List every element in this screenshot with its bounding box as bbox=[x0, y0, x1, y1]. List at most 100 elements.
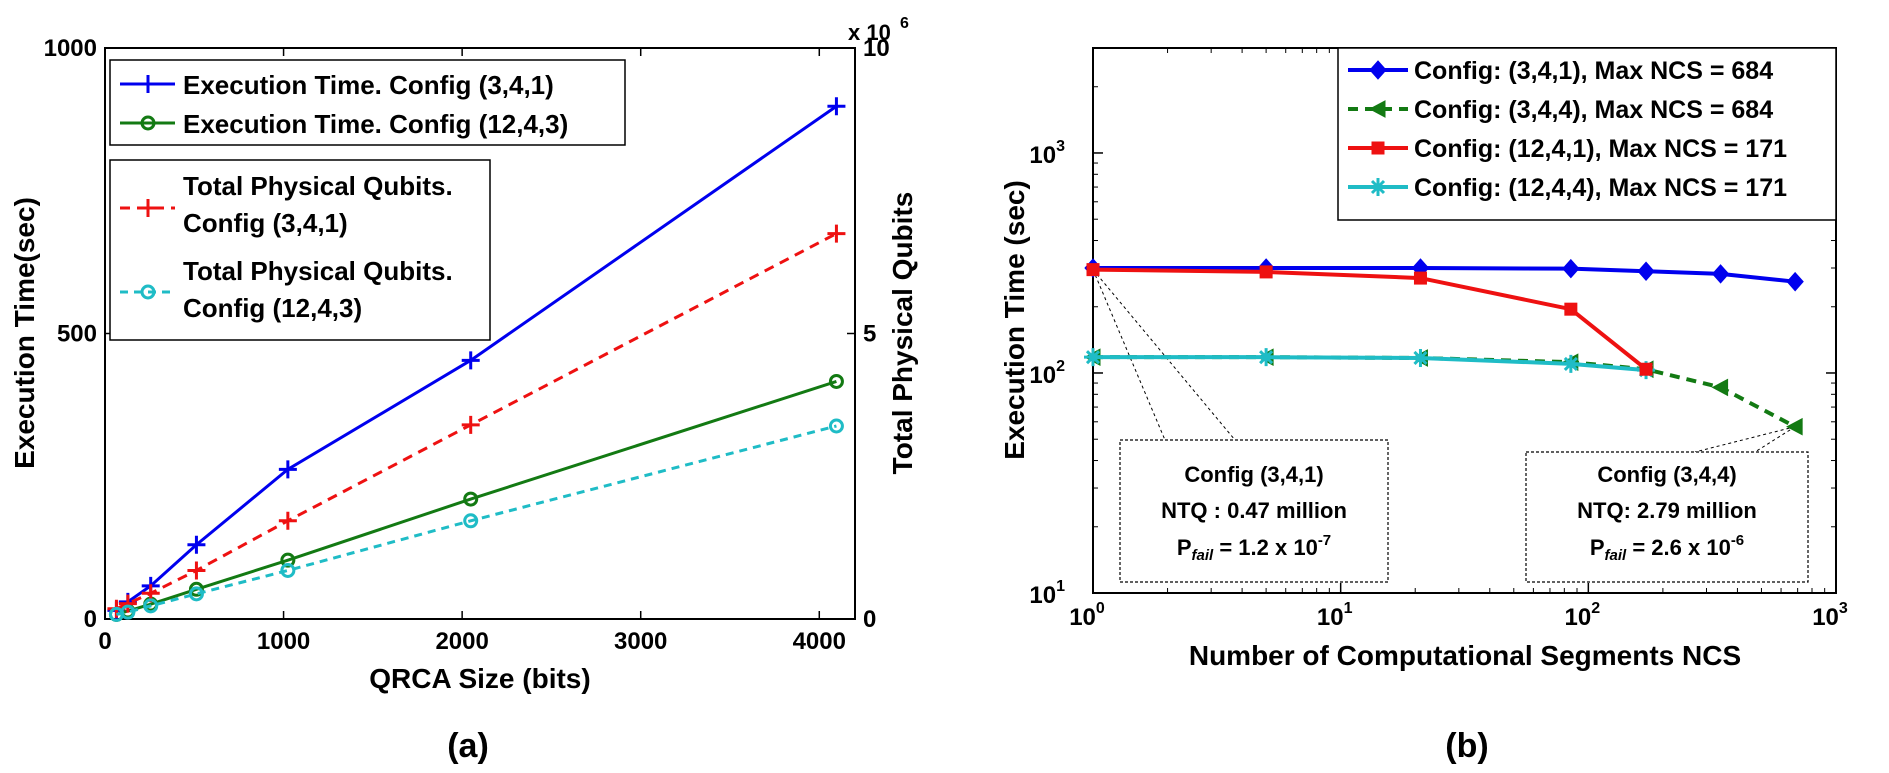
legend-label: Execution Time. Config (12,4,3) bbox=[183, 109, 568, 139]
x-tick-label: 100 bbox=[1069, 600, 1105, 631]
annotation-ntq: NTQ: 2.79 million bbox=[1577, 498, 1757, 523]
chart-b-legend: Config: (3,4,1), Max NCS = 684 Config: (3… bbox=[1337, 47, 1837, 221]
data-point bbox=[1084, 348, 1102, 367]
y-right-tick-label: 5 bbox=[863, 321, 876, 348]
data-point bbox=[1786, 417, 1803, 436]
annotation-pfail: Pfail = 2.6 x 10-6 bbox=[1590, 532, 1744, 564]
data-point bbox=[1711, 264, 1730, 284]
x-tick-label: 103 bbox=[1812, 600, 1848, 631]
legend-label: Config (3,4,1) bbox=[183, 208, 348, 238]
legend-label: Total Physical Qubits. bbox=[183, 256, 453, 286]
legend-plus-marker bbox=[139, 199, 157, 217]
chart-a-right-axis-exponent: 6 bbox=[900, 15, 909, 32]
legend-label: Config: (12,4,4), Max NCS = 171 bbox=[1414, 174, 1787, 202]
chart-a-legend-2: Total Physical Qubits. Config (3,4,1) To… bbox=[109, 159, 491, 341]
data-point bbox=[463, 513, 479, 529]
legend-label: Execution Time. Config (3,4,1) bbox=[183, 70, 554, 100]
y-tick-label: 101 bbox=[1029, 578, 1065, 609]
chart-a-xlabel: QRCA Size (bits) bbox=[369, 663, 590, 694]
annotation-config-341: Config (3,4,1) NTQ : 0.47 million Pfail … bbox=[1119, 439, 1389, 583]
legend-label: Config: (3,4,4), Max NCS = 684 bbox=[1414, 96, 1773, 124]
pfail-value: = 1.2 x 10 bbox=[1213, 535, 1318, 560]
data-point bbox=[188, 581, 204, 597]
annotation-box bbox=[1525, 451, 1809, 583]
pfail-sub: fail bbox=[1192, 547, 1215, 564]
data-point bbox=[1369, 178, 1387, 196]
pfail-value: = 2.6 x 10 bbox=[1626, 535, 1731, 560]
data-point bbox=[461, 415, 480, 434]
data-point bbox=[187, 535, 206, 554]
data-point bbox=[1786, 271, 1804, 292]
annotation-pfail: Pfail = 1.2 x 10-7 bbox=[1177, 532, 1331, 564]
data-point bbox=[1257, 348, 1276, 367]
data-point bbox=[1413, 271, 1427, 285]
data-point bbox=[828, 418, 844, 434]
y-tick-label: 103 bbox=[1029, 138, 1065, 169]
annotation-title: Config (3,4,1) bbox=[1184, 462, 1323, 487]
chart-a: 0 1000 2000 3000 4000 0 500 1000 0 5 10 x 10 6 Q… bbox=[9, 15, 918, 765]
y-tick-label: 1000 bbox=[44, 35, 97, 62]
y-tick-label: 500 bbox=[57, 321, 97, 348]
pfail-p: P bbox=[1177, 535, 1192, 560]
annotation-config-344: Config (3,4,4) NTQ: 2.79 million Pfail =… bbox=[1525, 451, 1809, 583]
data-point bbox=[1639, 362, 1653, 376]
data-point bbox=[1369, 60, 1387, 80]
data-point bbox=[1562, 258, 1580, 279]
chart-a-panel-label: (a) bbox=[447, 727, 489, 765]
data-point bbox=[120, 604, 136, 620]
pfail-p: P bbox=[1590, 535, 1605, 560]
annotation-leader bbox=[1754, 426, 1796, 453]
annotation-ntq: NTQ : 0.47 million bbox=[1161, 498, 1347, 523]
chart-b-legend-frame bbox=[1337, 47, 1837, 221]
series-line bbox=[116, 424, 837, 616]
data-point bbox=[1368, 100, 1386, 118]
legend-label: Config: (12,4,1), Max NCS = 171 bbox=[1414, 135, 1787, 163]
data-point bbox=[1371, 141, 1385, 155]
pfail-sub: fail bbox=[1605, 547, 1628, 564]
data-point bbox=[1561, 354, 1580, 373]
annotation-box bbox=[1119, 439, 1389, 583]
data-point bbox=[461, 351, 480, 370]
chart-a-ylabel-right: Total Physical Qubits bbox=[887, 192, 918, 475]
data-point bbox=[1711, 378, 1729, 397]
data-point bbox=[188, 586, 204, 602]
annotation-leader bbox=[1092, 269, 1166, 441]
data-point bbox=[827, 224, 846, 243]
data-point bbox=[1411, 348, 1430, 367]
pfail-exp: -6 bbox=[1731, 532, 1744, 549]
legend-circle-marker bbox=[140, 115, 156, 131]
y-tick-label: 102 bbox=[1029, 358, 1065, 389]
annotation-leader bbox=[1092, 269, 1236, 441]
annotation-title: Config (3,4,4) bbox=[1597, 462, 1736, 487]
data-point bbox=[1564, 302, 1578, 316]
pfail-exp: -7 bbox=[1318, 532, 1331, 549]
x-tick-label: 0 bbox=[98, 628, 111, 655]
x-tick-label: 1000 bbox=[257, 628, 310, 655]
x-tick-label: 3000 bbox=[614, 628, 667, 655]
data-point bbox=[278, 511, 297, 530]
chart-b-ylabel: Execution Time (sec) bbox=[999, 180, 1030, 460]
chart-a-legend-1-frame bbox=[109, 59, 626, 146]
y-right-tick-label: 10 bbox=[863, 35, 890, 62]
data-point bbox=[828, 373, 844, 389]
data-point bbox=[278, 460, 297, 479]
data-point bbox=[463, 491, 479, 507]
data-point bbox=[280, 552, 296, 568]
x-tick-label: 102 bbox=[1565, 600, 1601, 631]
data-point bbox=[1259, 265, 1273, 279]
legend-label: Total Physical Qubits. bbox=[183, 171, 453, 201]
legend-circle-marker bbox=[140, 284, 156, 300]
x-tick-label: 101 bbox=[1317, 600, 1353, 631]
legend-label: Config: (3,4,1), Max NCS = 684 bbox=[1414, 57, 1773, 85]
y-tick-label: 0 bbox=[84, 606, 97, 633]
data-point bbox=[1086, 263, 1100, 277]
chart-a-legend-2-frame bbox=[109, 159, 491, 341]
y-right-tick-label: 0 bbox=[863, 606, 876, 633]
data-point bbox=[143, 598, 159, 614]
chart-b-xlabel: Number of Computational Segments NCS bbox=[1189, 640, 1741, 671]
data-point bbox=[118, 594, 137, 613]
x-tick-label: 2000 bbox=[435, 628, 488, 655]
data-point bbox=[187, 561, 206, 580]
